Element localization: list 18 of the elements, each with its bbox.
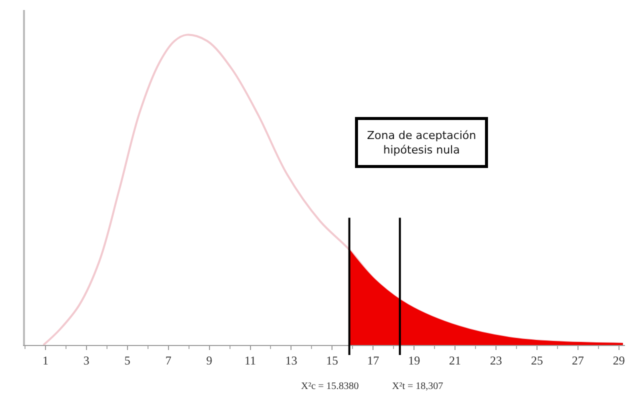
annotation: Zona de aceptación hipótesis nula: [367, 129, 476, 156]
x-tick-label: 1: [42, 353, 48, 368]
x-tick-label: 17: [367, 353, 380, 368]
x-tick-label: 25: [530, 353, 543, 368]
x-tick-label: 13: [285, 353, 298, 368]
ref-line-label: X²t = 18,307: [392, 381, 444, 392]
x-tick-label: 5: [124, 353, 130, 368]
ref-line-label: X²c = 15.8380: [301, 381, 359, 392]
x-tick-label: 15: [326, 353, 338, 368]
x-tick-label: 3: [83, 353, 90, 368]
x-tick-label: 9: [206, 353, 212, 368]
x-tick-label: 11: [244, 353, 256, 368]
x-tick-label: 29: [612, 353, 625, 368]
x-tick-label: 23: [490, 353, 502, 368]
x-tick-label: 27: [572, 353, 584, 368]
x-tick-label: 19: [408, 353, 420, 368]
x-tick-label: 21: [449, 353, 462, 368]
x-tick-label: 7: [165, 353, 172, 368]
